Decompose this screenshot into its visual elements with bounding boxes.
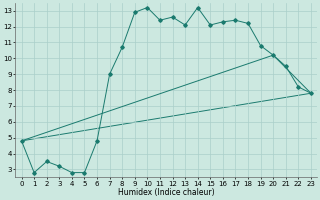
- X-axis label: Humidex (Indice chaleur): Humidex (Indice chaleur): [118, 188, 214, 197]
